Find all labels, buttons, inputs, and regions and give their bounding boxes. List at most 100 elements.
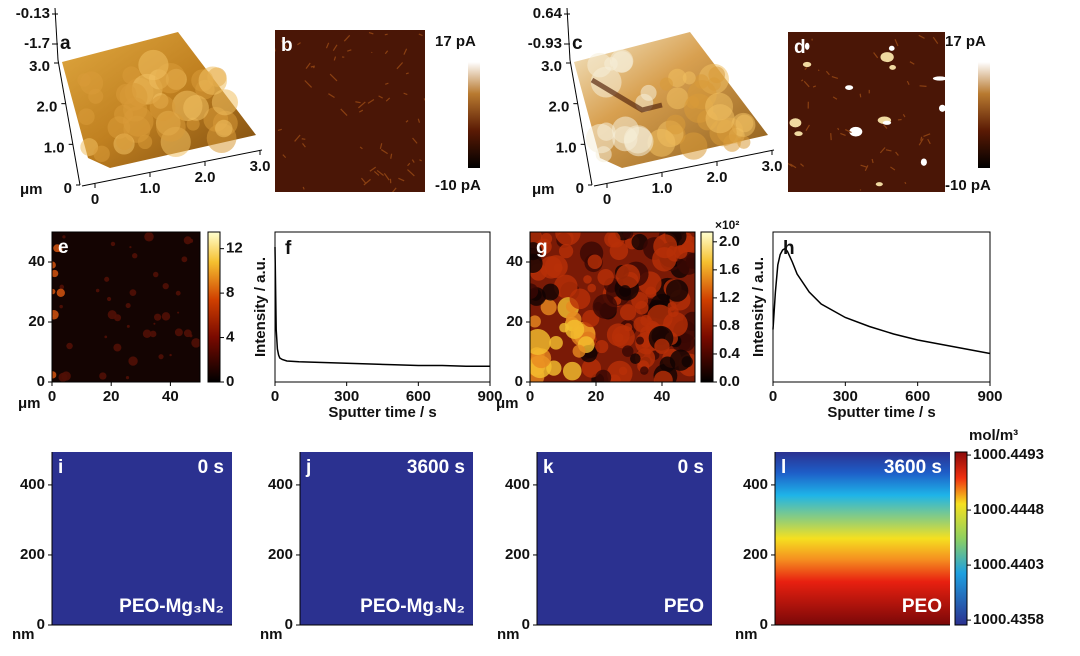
plot-frame — [773, 232, 990, 382]
heatmap-blob — [114, 314, 121, 321]
heatmap-blob — [630, 353, 641, 364]
heatmap-blob — [540, 256, 562, 278]
surface-bump — [706, 104, 735, 133]
colorbar-tick-label: 2.0 — [719, 233, 740, 250]
x-tick-label: 40 — [654, 388, 671, 405]
heatmap-blob — [583, 275, 592, 284]
heatmap-blob — [636, 337, 644, 345]
heatmap-blob — [616, 264, 640, 288]
image-spot — [889, 46, 895, 51]
heatmap-blob — [57, 289, 65, 297]
heatmap-blob — [595, 340, 608, 353]
colorbar-tick-label: 1000.4358 — [973, 611, 1044, 628]
heatmap-blob — [623, 228, 633, 238]
time-label: 3600 s — [407, 457, 465, 478]
image-streak — [920, 86, 927, 87]
image-spot — [880, 52, 893, 62]
image-spot — [849, 127, 862, 137]
z-tick-label: -0.93 — [528, 35, 562, 52]
y-axis-title: Intensity / a.u. — [750, 257, 767, 357]
y-tick-label: 0 — [515, 373, 523, 390]
y-tick-label: 0 — [64, 180, 72, 197]
image-spot — [790, 118, 802, 127]
x-tick-label: 2.0 — [195, 169, 216, 186]
surface-bump — [708, 66, 725, 83]
heatmap-blob — [153, 323, 155, 325]
heatmap-blob — [640, 366, 648, 374]
heatmap-blob — [144, 232, 154, 242]
heatmap-blob — [191, 338, 200, 347]
image-spot — [889, 65, 896, 70]
axis-unit: nm — [497, 626, 520, 643]
colorbar-tick-label: 0.4 — [719, 345, 741, 362]
panel-label: h — [783, 238, 795, 259]
colorbar-tick-label: 1.2 — [719, 289, 740, 306]
x-tick-label: 3.0 — [250, 158, 271, 175]
heatmap-blob — [654, 339, 669, 354]
heatmap-blob — [104, 277, 109, 282]
heatmap-blob — [573, 345, 586, 358]
image-streak — [860, 190, 861, 191]
colorbar — [701, 232, 713, 382]
heatmap-blob — [645, 287, 656, 298]
colorbar — [955, 452, 967, 625]
y-tick-label: 0 — [37, 373, 45, 390]
heatmap-blob — [107, 297, 111, 301]
axis-unit: μm — [20, 181, 43, 198]
image-spot — [933, 76, 947, 80]
y-tick-label: 0 — [37, 616, 45, 633]
panel-label: b — [281, 35, 293, 56]
heatmap-blob — [153, 272, 158, 277]
image-spot — [876, 182, 883, 186]
surface-bump — [199, 67, 227, 95]
axis-unit: nm — [735, 626, 758, 643]
heatmap-blob — [143, 329, 152, 338]
surface-bump — [680, 132, 707, 159]
heatmap-blob — [163, 283, 169, 289]
heatmap-blob — [189, 239, 193, 243]
colorbar-tick-label: 17 pA — [435, 33, 476, 50]
x-tick-label: 0 — [48, 388, 56, 405]
y-tick-label: 400 — [268, 476, 293, 493]
y-tick-label: 40 — [506, 253, 523, 270]
colorbar-tick-label: 1000.4448 — [973, 501, 1044, 518]
heatmap-blob — [619, 285, 631, 297]
heatmap-blob — [593, 294, 618, 319]
time-label: 0 s — [198, 457, 224, 478]
surface-bump — [683, 71, 696, 84]
surface-bump — [736, 115, 754, 133]
x-tick-label: 600 — [905, 388, 930, 405]
surface-bump — [183, 95, 209, 121]
image-streak — [818, 70, 819, 71]
panel-label: a — [60, 33, 71, 54]
heatmap-blob — [58, 373, 67, 382]
image-spot — [794, 131, 802, 136]
heatmap-blob — [176, 291, 181, 296]
material-label: PEO — [664, 596, 704, 617]
colorbar-tick-label: 0 — [226, 373, 234, 390]
x-tick-label: 1.0 — [140, 180, 161, 197]
x-tick-label: 0 — [603, 191, 611, 208]
surface-bump — [88, 89, 103, 104]
image-streak — [302, 139, 306, 140]
colorbar-tick-label: -10 pA — [945, 177, 991, 194]
surface-bump — [612, 126, 637, 151]
heatmap-blob — [130, 289, 137, 296]
heatmap-blob — [175, 328, 183, 336]
heatmap-blob — [59, 285, 64, 290]
data-line — [275, 247, 490, 366]
heatmap-blob — [588, 254, 602, 268]
axis-unit: μm — [18, 395, 41, 412]
time-label: 3600 s — [884, 457, 942, 478]
y-tick-label: 200 — [505, 546, 530, 563]
image-streak — [274, 45, 275, 52]
heatmap-blob — [162, 312, 170, 320]
x-tick-label: 0 — [91, 191, 99, 208]
panel-label: i — [58, 457, 63, 478]
heatmap-blob — [49, 310, 58, 319]
panel-label: k — [543, 457, 554, 478]
heatmap-blob — [667, 302, 676, 311]
surface-group — [574, 32, 768, 168]
heatmap-blob — [181, 256, 187, 262]
y-tick-label: 200 — [743, 546, 768, 563]
